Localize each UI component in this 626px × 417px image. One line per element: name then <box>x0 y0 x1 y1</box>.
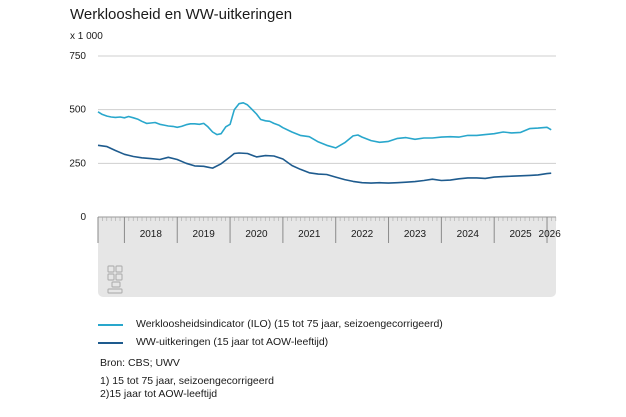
x-tick-label: 2021 <box>298 229 321 240</box>
x-tick-label: 2018 <box>140 229 163 240</box>
x-tick-label: 2019 <box>193 229 216 240</box>
legend-label: WW-uitkeringen (15 jaar tot AOW-leeftijd… <box>136 336 329 348</box>
source-text: Bron: CBS; UWV <box>100 357 180 369</box>
chart-title: Werkloosheid en WW-uitkeringen <box>70 6 293 23</box>
legend-swatch <box>98 324 123 326</box>
y-tick-label: 0 <box>80 212 86 223</box>
y-tick-label: 750 <box>69 51 86 62</box>
y-axis-unit-label: x 1 000 <box>70 31 103 42</box>
axis-panel <box>98 217 556 297</box>
series-line-2 <box>97 144 552 184</box>
footnote-2: 2)15 jaar tot AOW-leeftijd <box>100 388 218 400</box>
x-tick-label: 2026 <box>539 229 562 240</box>
cbs-logo-icon <box>107 265 123 294</box>
footnotes: 1) 15 tot 75 jaar, seizoengecorrigeerd 2… <box>100 375 274 401</box>
legend-label: Werkloosheidsindicator (ILO) (15 tot 75 … <box>136 318 443 330</box>
x-tick-label: 2024 <box>457 229 480 240</box>
legend-swatch <box>98 342 123 344</box>
series-line-1 <box>97 102 552 149</box>
x-tick-label: 2022 <box>351 229 374 240</box>
x-tick-label: 2020 <box>245 229 268 240</box>
y-tick-label: 500 <box>69 105 86 116</box>
footnote-1: 1) 15 tot 75 jaar, seizoengecorrigeerd <box>100 375 274 387</box>
x-tick-label: 2025 <box>509 229 532 240</box>
y-tick-label: 250 <box>69 158 86 169</box>
x-tick-label: 2023 <box>404 229 427 240</box>
